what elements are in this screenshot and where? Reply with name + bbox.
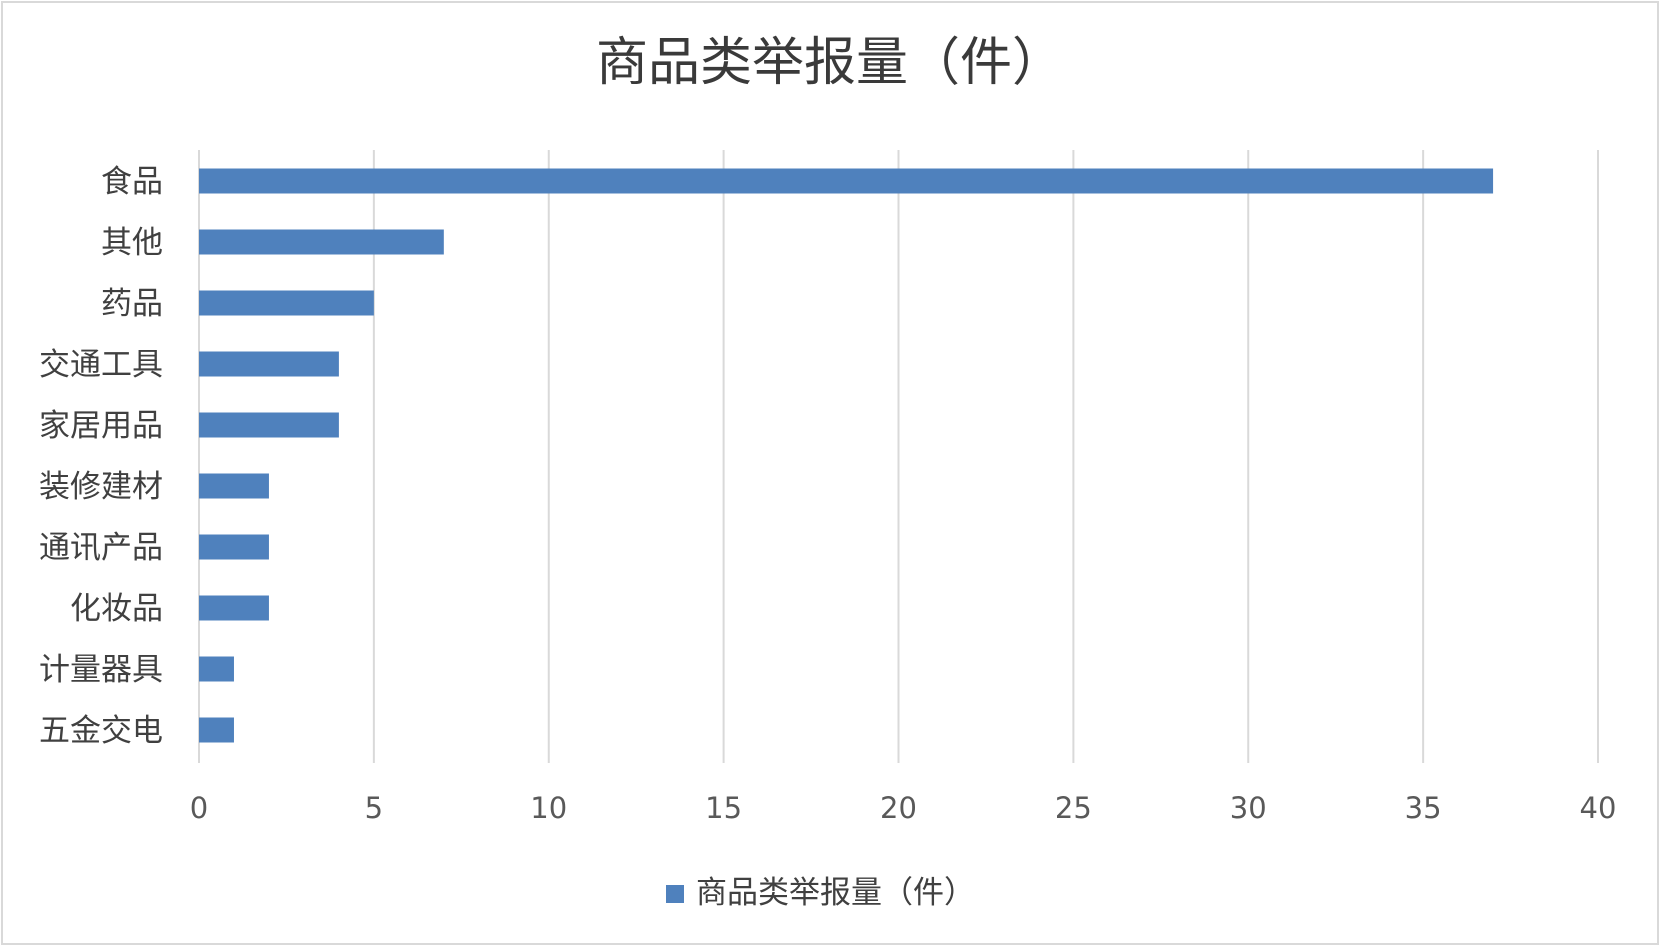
bar-5 <box>199 473 269 499</box>
category-label: 食品 <box>101 164 163 200</box>
category-label: 家居用品 <box>39 408 163 444</box>
bar-7 <box>199 595 269 621</box>
category-label: 通讯产品 <box>39 530 163 566</box>
x-tick-labels: 0 5 10 15 20 25 30 35 40 <box>190 791 1617 825</box>
x-tick-label: 30 <box>1230 791 1267 825</box>
x-tick-label: 40 <box>1580 791 1617 825</box>
bar-0 <box>199 168 1494 194</box>
bar-3 <box>199 351 339 377</box>
bar-6 <box>199 534 269 560</box>
category-label: 化妆品 <box>70 591 163 627</box>
bars <box>199 168 1494 743</box>
legend: 商品类举报量（件） <box>666 875 975 911</box>
x-tick-label: 25 <box>1055 791 1092 825</box>
bar-9 <box>199 717 234 743</box>
bar-2 <box>199 290 374 316</box>
category-label: 其他 <box>101 225 163 261</box>
category-label: 五金交电 <box>39 713 163 749</box>
category-label: 计量器具 <box>39 652 163 688</box>
category-label: 药品 <box>101 286 163 322</box>
chart-title: 商品类举报量（件） <box>596 33 1064 93</box>
x-tick-label: 5 <box>365 791 383 825</box>
x-tick-label: 10 <box>530 791 567 825</box>
x-tick-label: 35 <box>1405 791 1442 825</box>
x-tick-label: 15 <box>705 791 742 825</box>
legend-label: 商品类举报量（件） <box>696 875 975 911</box>
category-label: 装修建材 <box>39 469 163 505</box>
category-label: 交通工具 <box>39 347 163 383</box>
bar-8 <box>199 656 234 682</box>
x-tick-label: 20 <box>880 791 917 825</box>
legend-swatch <box>666 885 684 903</box>
bar-4 <box>199 412 339 438</box>
bar-1 <box>199 229 444 255</box>
x-tick-label: 0 <box>190 791 208 825</box>
